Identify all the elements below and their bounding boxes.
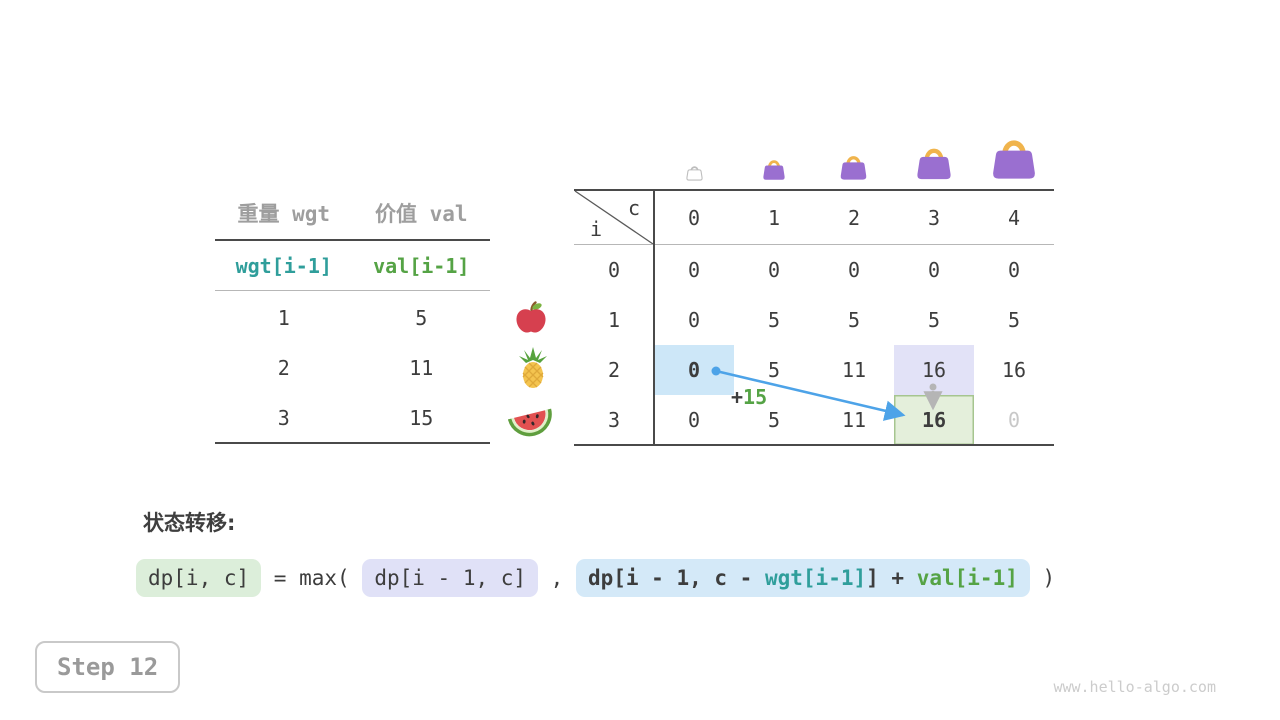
item-1-weight: 1 (277, 306, 290, 330)
item-2-weight: 2 (277, 356, 290, 380)
dp-row-header-2: 2 (607, 358, 621, 382)
dp-table-rule-bottom (574, 444, 1054, 446)
dp-row-header-1: 1 (607, 308, 621, 332)
dp-cell-row2-col0: 0 (654, 345, 734, 395)
formula-comma: , (538, 566, 576, 590)
dp-cell-row2-col2: 11 (841, 358, 867, 382)
dp-col-header-1: 1 (767, 205, 781, 230)
dp-cell-row2-col4: 16 (1001, 358, 1027, 382)
dp-cell-row1-col0: 0 (687, 308, 701, 332)
dp-cell-row3-col4: 0 (1007, 408, 1021, 432)
dp-cell-row1-col2: 5 (847, 308, 861, 332)
add-value-number: 15 (743, 385, 768, 409)
formula-arg2-prefix: dp[i - 1, c - (587, 566, 765, 590)
dp-cell-row0-col0: 0 (687, 258, 701, 282)
watermelon-icon (508, 400, 553, 440)
dp-col-header-3: 3 (927, 205, 941, 230)
items-table-rule-top (215, 239, 490, 241)
transition-title: 状态转移: (143, 511, 236, 535)
dp-cell-row1-col3: 5 (927, 308, 941, 332)
items-table-rule-mid (215, 290, 490, 291)
dp-cell-row1-col4: 5 (1007, 308, 1021, 332)
dp-cell-row1-col1: 5 (767, 308, 781, 332)
dp-cell-row0-col3: 0 (927, 258, 941, 282)
formula-arg2-wgt: wgt[i-1] (764, 566, 867, 590)
dp-cell-row0-col2: 0 (847, 258, 861, 282)
site-watermark: www.hello-algo.com (1053, 678, 1216, 696)
dp-cell-row0-col1: 0 (767, 258, 781, 282)
apple-icon (511, 298, 551, 338)
dp-table-rule-vertical (653, 190, 655, 445)
step-badge: Step 12 (35, 641, 181, 693)
items-table-header-weight: 重量 wgt (237, 202, 331, 226)
items-table-rule-bottom (215, 442, 490, 444)
formula-arg2-val: val[i-1] (916, 566, 1018, 590)
bag-outline-icon-capacity-0 (686, 163, 703, 181)
corner-diagonal-line (574, 190, 654, 245)
item-1-value: 5 (415, 306, 428, 330)
dp-table-corner-cell: c i (574, 190, 654, 245)
dp-table: c i 0 1 2 3 4 0 1 2 3 0 0 0 0 0 0 5 5 5 5 0 5 11 16 16 0 5 11 16 0 (574, 190, 1054, 445)
dp-table-rule-top (574, 189, 1054, 191)
dp-col-header-4: 4 (1007, 205, 1021, 230)
items-table-wgt-formula: wgt[i-1] (235, 254, 332, 278)
items-table-val-formula: val[i-1] (373, 254, 470, 278)
formula-close-paren: ) (1029, 566, 1056, 590)
items-table-header: 重量 wgt 价值 val (215, 185, 490, 241)
items-table-header-value: 价值 val (374, 202, 468, 226)
items-table-row-3: 3 15 (215, 393, 490, 443)
bag-icon-capacity-2 (839, 151, 868, 181)
formula-lhs-box: dp[i, c] (136, 559, 262, 597)
dp-cell-row2-col3: 16 (894, 345, 974, 395)
item-2-value: 11 (409, 356, 434, 380)
item-3-weight: 3 (277, 406, 290, 430)
formula-arg1-box: dp[i - 1, c] (362, 559, 539, 597)
items-table-row-2: 2 11 (215, 343, 490, 393)
items-table-formula-row: wgt[i-1] val[i-1] (215, 241, 490, 291)
dp-corner-row-label: i (590, 217, 603, 241)
formula-arg2-box: dp[i - 1, c - wgt[i-1]] + val[i-1] (575, 559, 1030, 597)
dp-col-header-2: 2 (847, 205, 861, 230)
transition-formula: dp[i, c] = max( dp[i - 1, c] , dp[i - 1,… (136, 559, 1055, 597)
bag-icon-capacity-3 (915, 142, 953, 181)
dp-row-header-0: 0 (607, 258, 621, 282)
dp-corner-col-label: c (627, 196, 640, 220)
dp-cell-row3-col2: 11 (841, 408, 867, 432)
dp-table-rule-header (574, 244, 1054, 245)
add-value-annotation: +15 (731, 385, 767, 409)
dp-row-header-3: 3 (607, 408, 621, 432)
dp-cell-row0-col4: 0 (1007, 258, 1021, 282)
formula-arg2-mid: ] + (866, 566, 917, 590)
add-value-plus: + (731, 385, 744, 409)
dp-cell-row3-col0: 0 (687, 408, 701, 432)
bag-icon-capacity-4 (990, 132, 1038, 181)
item-3-value: 15 (409, 406, 434, 430)
bag-icon-capacity-1 (762, 156, 786, 181)
dp-col-header-0: 0 (687, 205, 701, 230)
pineapple-icon (512, 346, 554, 390)
formula-equals-max: = max( (261, 566, 363, 590)
dp-cell-row3-col3: 16 (894, 395, 974, 445)
items-table-row-1: 1 5 (215, 293, 490, 343)
